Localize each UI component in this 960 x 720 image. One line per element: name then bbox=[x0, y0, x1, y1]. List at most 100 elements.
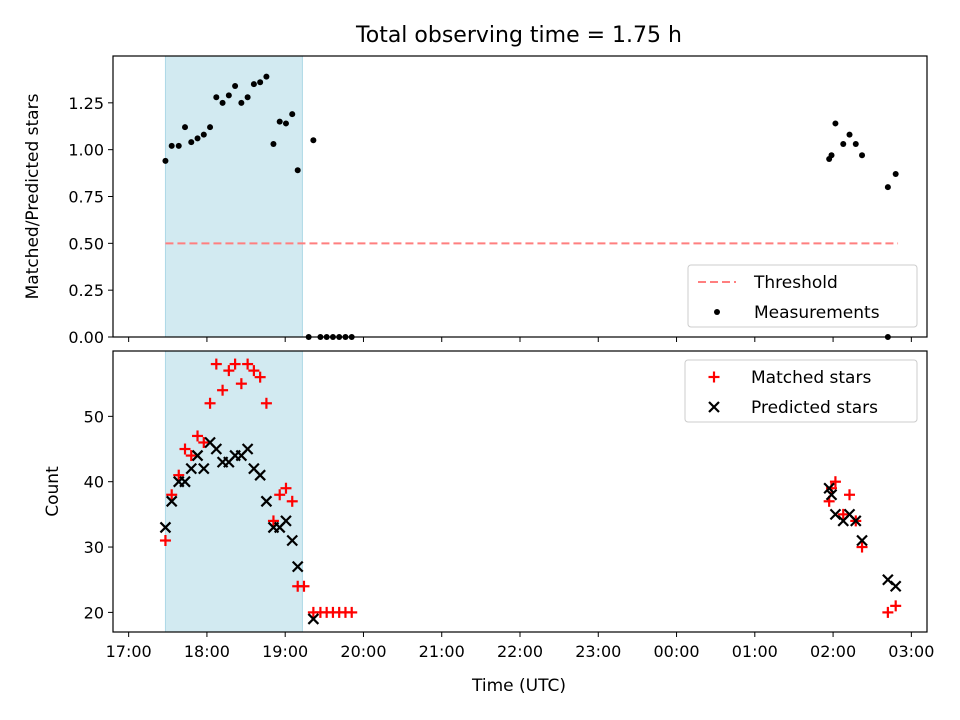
data-point bbox=[232, 82, 239, 89]
data-point bbox=[844, 489, 856, 501]
y-tick-label: 1.00 bbox=[68, 141, 104, 160]
data-point bbox=[204, 397, 216, 409]
data-point bbox=[310, 137, 317, 144]
data-point bbox=[168, 142, 175, 149]
y-tick-label: 0.00 bbox=[68, 328, 104, 347]
data-point bbox=[274, 489, 286, 501]
x-tick-label: 03:00 bbox=[888, 642, 934, 661]
data-point bbox=[198, 462, 210, 475]
data-point bbox=[829, 476, 841, 488]
x-tick-label: 23:00 bbox=[575, 642, 621, 661]
legend-label: Threshold bbox=[753, 273, 838, 293]
y-tick-label: 30 bbox=[84, 538, 104, 557]
data-point bbox=[856, 541, 868, 553]
data-point bbox=[192, 430, 204, 442]
data-point bbox=[260, 495, 273, 508]
x-axis-label: Time (UTC) bbox=[471, 676, 566, 696]
data-point bbox=[889, 580, 902, 593]
data-point bbox=[244, 94, 251, 101]
y-axis-label: Matched/Predicted stars bbox=[23, 93, 43, 299]
y-tick-label: 50 bbox=[84, 407, 104, 426]
data-point bbox=[191, 449, 204, 462]
data-point bbox=[289, 111, 296, 118]
data-point bbox=[185, 462, 198, 475]
data-point bbox=[219, 99, 226, 106]
x-tick-label: 00:00 bbox=[653, 642, 699, 661]
data-point bbox=[832, 120, 839, 127]
data-point bbox=[840, 141, 847, 148]
data-point bbox=[217, 384, 229, 396]
data-point bbox=[213, 94, 220, 101]
data-point bbox=[282, 120, 289, 127]
data-point bbox=[179, 443, 191, 455]
data-point bbox=[276, 118, 283, 125]
data-point bbox=[291, 560, 304, 573]
legend-box bbox=[684, 359, 918, 423]
data-point bbox=[298, 580, 310, 592]
data-point bbox=[207, 124, 214, 131]
x-tick-label: 20:00 bbox=[340, 642, 386, 661]
data-point bbox=[235, 378, 247, 390]
data-point bbox=[185, 450, 197, 462]
observing-window-span bbox=[164, 350, 303, 633]
legend: Matched stars Predicted stars bbox=[684, 359, 918, 423]
data-point bbox=[248, 365, 260, 377]
data-point bbox=[828, 152, 835, 159]
data-point bbox=[162, 157, 169, 164]
y-axis-label: Count bbox=[43, 466, 63, 517]
data-point bbox=[286, 495, 298, 507]
data-point bbox=[242, 358, 254, 370]
data-point bbox=[286, 534, 299, 547]
data-point bbox=[270, 141, 277, 148]
data-point bbox=[859, 152, 866, 159]
data-point bbox=[823, 482, 835, 495]
data-point bbox=[229, 358, 241, 370]
data-point bbox=[238, 99, 245, 106]
data-point bbox=[856, 534, 868, 547]
data-point bbox=[849, 515, 862, 527]
data-point bbox=[884, 184, 891, 191]
data-point bbox=[223, 365, 235, 377]
data-point bbox=[198, 436, 210, 448]
data-point bbox=[846, 131, 853, 138]
y-tick-label: 0.50 bbox=[68, 234, 104, 253]
data-point bbox=[280, 482, 292, 494]
legend-swatch bbox=[708, 371, 720, 383]
data-point bbox=[852, 141, 859, 148]
legend-label: Measurements bbox=[754, 303, 880, 323]
data-point bbox=[263, 73, 270, 80]
data-point bbox=[241, 443, 254, 455]
x-tick-label: 21:00 bbox=[419, 642, 465, 661]
data-point bbox=[307, 613, 320, 625]
data-point bbox=[346, 606, 358, 618]
data-point bbox=[225, 92, 232, 99]
data-point bbox=[165, 495, 178, 508]
data-point bbox=[892, 171, 899, 178]
data-point bbox=[254, 469, 266, 481]
data-point bbox=[837, 508, 849, 520]
data-point bbox=[257, 79, 264, 86]
data-point bbox=[210, 358, 222, 370]
y-tick-label: 20 bbox=[84, 603, 104, 622]
data-point bbox=[173, 469, 185, 481]
data-point bbox=[200, 131, 207, 138]
data-point bbox=[254, 371, 266, 383]
series-measurements bbox=[162, 73, 899, 340]
data-point bbox=[159, 535, 171, 547]
y-tick-label: 1.25 bbox=[68, 94, 104, 113]
data-point bbox=[188, 139, 195, 146]
data-point bbox=[166, 489, 178, 501]
data-point bbox=[159, 521, 172, 534]
x-tick-label: 02:00 bbox=[810, 642, 856, 661]
data-point bbox=[179, 475, 191, 488]
series-predicted-stars bbox=[159, 436, 902, 625]
data-point bbox=[210, 443, 223, 455]
chart-title: Total observing time = 1.75 h bbox=[355, 23, 682, 48]
x-tick-label: 22:00 bbox=[497, 642, 543, 661]
data-point bbox=[182, 124, 189, 131]
data-point bbox=[882, 606, 894, 618]
x-tick-label: 01:00 bbox=[732, 642, 778, 661]
count-panel: 17:00 18:00 19:00 20:00 21:00 22:00 23:00 00:00… bbox=[43, 350, 934, 661]
y-tick-label: 0.75 bbox=[68, 188, 104, 207]
